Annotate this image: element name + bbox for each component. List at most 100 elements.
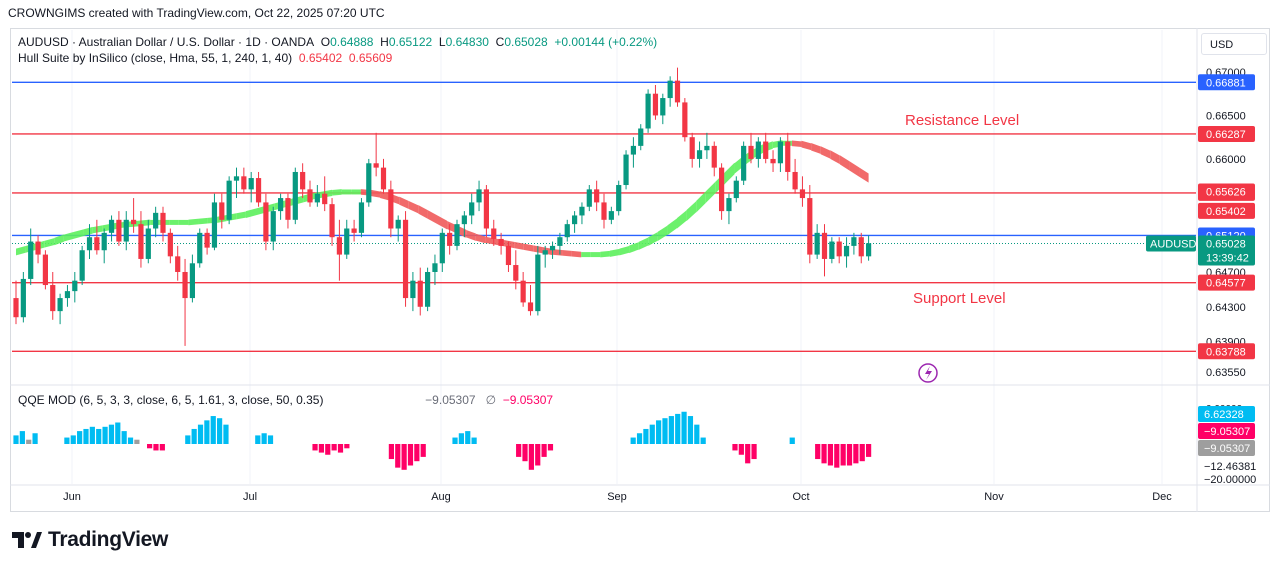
candle-body — [417, 280, 423, 307]
candle-body — [373, 163, 379, 168]
symbol-legend: AUDUSD · Australian Dollar / U.S. Dollar… — [18, 35, 657, 49]
candle-body — [711, 145, 717, 168]
candle-body — [410, 280, 416, 299]
symbol-price-tag — [1146, 235, 1196, 252]
symbol-title: AUDUSD · Australian Dollar / U.S. Dollar… — [18, 35, 315, 49]
candle-body — [204, 232, 210, 248]
hull-segment — [629, 242, 639, 254]
candle-body — [138, 224, 144, 259]
qqe-bar — [108, 424, 115, 444]
candle-body — [520, 280, 526, 303]
candle-body — [175, 256, 181, 272]
candle-body — [211, 202, 218, 248]
qqe-value-1: −9.05307 — [425, 393, 476, 407]
candle-body — [64, 291, 71, 299]
qqe-bar — [147, 444, 153, 449]
qqe-bar — [395, 444, 401, 468]
hull-segment — [178, 219, 189, 225]
candle-body — [527, 302, 534, 312]
candle-body — [755, 141, 761, 159]
hull-segment — [399, 196, 409, 210]
hull-segment — [820, 146, 831, 159]
qqe-bar — [458, 433, 464, 444]
flash-icon[interactable] — [918, 363, 938, 383]
level-price-badge-text: 0.66287 — [1206, 129, 1246, 141]
candle-body — [116, 219, 122, 242]
hull-segment — [341, 189, 352, 195]
candle-body — [741, 145, 747, 181]
qqe-bar — [89, 426, 95, 444]
time-tick-label: Sep — [607, 491, 627, 503]
candle-body — [13, 298, 19, 318]
hull-price-badge-text: 0.65402 — [1206, 206, 1246, 218]
qqe-bar — [401, 444, 407, 470]
candle-body — [101, 232, 107, 251]
qqe-axis-tick: −20.00000 — [1204, 474, 1256, 486]
hull-segment — [619, 245, 630, 256]
qqe-histogram — [13, 411, 872, 470]
qqe-bar — [535, 444, 541, 466]
candle-body — [829, 241, 835, 259]
qqe-bar — [388, 444, 394, 460]
candle-body — [733, 180, 739, 199]
qqe-bar — [732, 444, 738, 451]
candle-body — [72, 280, 78, 292]
qqe-bar — [662, 418, 668, 444]
high-label: H — [380, 35, 389, 49]
qqe-bar — [19, 431, 25, 444]
qqe-bar — [64, 437, 70, 444]
qqe-bar — [815, 444, 821, 460]
candle-body — [491, 228, 497, 239]
candle-body — [682, 102, 688, 138]
hull-segment — [859, 167, 869, 183]
qqe-bar — [528, 444, 534, 470]
qqe-bar — [789, 437, 795, 444]
candle-body — [145, 228, 151, 259]
candle-body — [108, 219, 115, 233]
hull-segment — [16, 245, 26, 256]
candle-body — [704, 145, 710, 151]
candle-body — [380, 167, 387, 190]
candle-body — [307, 189, 313, 203]
qqe-bar — [318, 444, 325, 453]
candle-body — [866, 243, 872, 257]
hull-value-1: 0.65402 — [298, 51, 343, 65]
candle-body — [461, 215, 467, 225]
level-price-badge — [1198, 343, 1255, 360]
hull-segment — [255, 205, 266, 216]
candle-body — [763, 141, 769, 159]
qqe-bar — [204, 420, 210, 444]
qqe-legend[interactable]: QQE MOD (6, 5, 3, 3, close, 6, 5, 1.61, … — [18, 393, 553, 407]
candle-body — [241, 176, 247, 190]
candle-body — [432, 263, 438, 272]
currency-selector[interactable]: USD — [1201, 33, 1267, 55]
candle-body — [667, 80, 673, 99]
candle-body — [652, 93, 659, 116]
candlesticks — [13, 67, 872, 346]
tradingview-logo-icon — [12, 532, 42, 548]
candle-body — [689, 137, 695, 159]
qqe-bar — [210, 416, 216, 444]
candle-body — [292, 171, 298, 220]
qqe-bar — [745, 444, 751, 464]
hull-segment — [236, 211, 246, 220]
hull-segment — [418, 205, 428, 219]
hull-legend[interactable]: Hull Suite by InSilico (close, Hma, 55, … — [18, 51, 392, 65]
hull-segment — [188, 218, 199, 226]
qqe-value-2: −9.05307 — [502, 393, 554, 407]
candle-body — [278, 198, 284, 212]
hull-segment — [705, 181, 716, 203]
symbol-price-tag-text: AUDUSD — [1150, 238, 1197, 250]
tradingview-logo[interactable]: TradingView — [12, 528, 168, 552]
hull-segment — [447, 221, 457, 234]
time-tick-label: Oct — [792, 491, 809, 503]
candle-body — [513, 265, 519, 281]
qqe-bar — [687, 416, 694, 444]
candle-body — [483, 189, 489, 229]
level-price-badge — [1198, 74, 1255, 91]
qqe-bar — [853, 444, 859, 464]
qqe-bar — [102, 426, 108, 444]
candle-body — [388, 189, 394, 229]
qqe-indicator-name: QQE MOD (6, 5, 3, 3, close, 6, 5, 1.61, … — [18, 393, 324, 407]
